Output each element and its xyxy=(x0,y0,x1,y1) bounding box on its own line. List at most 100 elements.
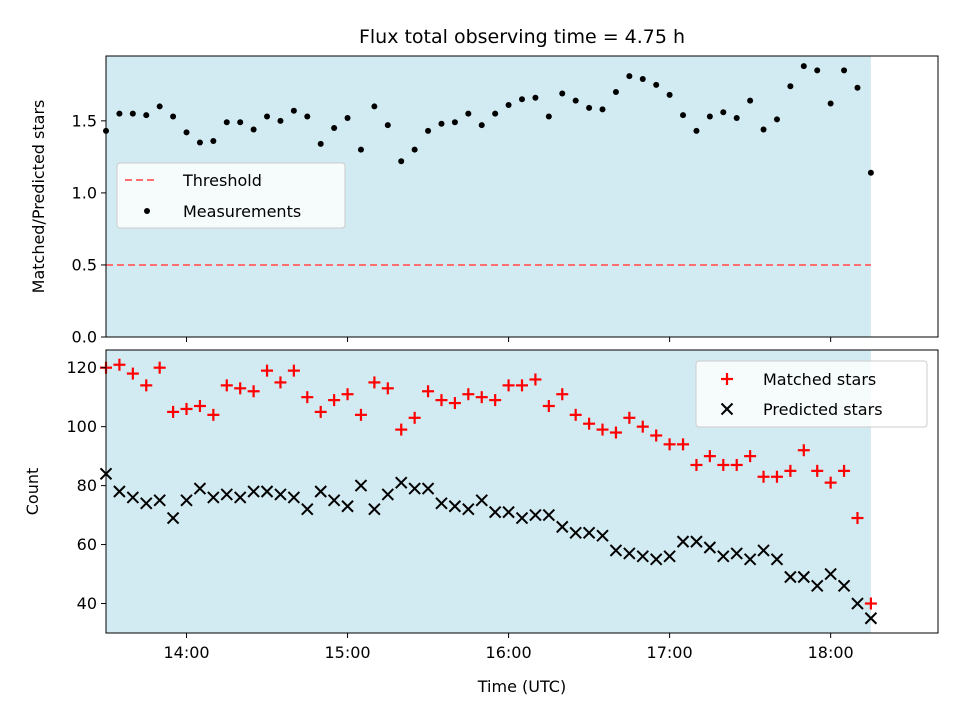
matched-stars-point xyxy=(650,429,663,442)
predicted-stars-point xyxy=(864,612,878,625)
matched-stars-point xyxy=(368,376,381,389)
predicted-stars-point xyxy=(113,485,126,498)
y-tick-label: 100 xyxy=(66,417,97,436)
predicted-stars-point xyxy=(636,550,649,563)
predicted-stars-point xyxy=(448,500,462,513)
measurement-point xyxy=(492,110,499,117)
x-stroke xyxy=(287,491,301,504)
top-panel-marks xyxy=(103,63,874,266)
matched-stars-point xyxy=(489,394,502,407)
x-stroke xyxy=(837,579,851,593)
matched-stars-point xyxy=(824,476,837,489)
bottom-panel-marks xyxy=(99,358,878,625)
matched-stars-point xyxy=(354,408,367,421)
legend-box xyxy=(695,360,928,428)
measurement-point xyxy=(478,122,485,129)
x-stroke xyxy=(690,535,703,548)
predicted-stars-point xyxy=(166,511,180,525)
matched-stars-point xyxy=(113,358,126,371)
measurement-point xyxy=(156,103,163,110)
measurement-point xyxy=(827,100,834,107)
measurement-point xyxy=(170,113,177,120)
matched-stars-point xyxy=(422,385,435,398)
measurement-point xyxy=(196,139,203,146)
measurement-point xyxy=(411,146,418,153)
x-tick-label: 15:00 xyxy=(324,643,370,662)
x-stroke xyxy=(126,491,140,504)
predicted-stars-point xyxy=(703,541,717,554)
matched-stars-point xyxy=(744,450,757,463)
x-tick-label: 18:00 xyxy=(808,643,854,662)
measurement-point xyxy=(505,101,512,108)
x-stroke xyxy=(811,579,824,593)
legend-threshold-label: Threshold xyxy=(182,171,262,190)
matched-stars-point xyxy=(529,373,542,386)
x-stroke xyxy=(717,550,730,563)
x-stroke xyxy=(757,544,770,557)
measurement-point xyxy=(706,113,713,120)
x-stroke xyxy=(596,529,609,542)
x-stroke xyxy=(113,485,126,498)
bottom-panel-frame xyxy=(105,349,939,634)
x-tick-label: 16:00 xyxy=(486,643,532,662)
predicted-stars-point xyxy=(395,476,408,489)
x-stroke xyxy=(730,547,743,560)
top-panel-y-axis-label: Matched/Predicted stars xyxy=(29,100,48,294)
matched-stars-point xyxy=(328,394,341,407)
measurement-point xyxy=(290,107,297,114)
predicted-stars-point xyxy=(730,547,743,560)
legend-measurements-label: Measurements xyxy=(183,202,301,221)
matched-stars-point xyxy=(623,411,636,424)
x-stroke xyxy=(327,494,341,507)
predicted-stars-point xyxy=(609,544,623,557)
matched-stars-point xyxy=(381,382,394,395)
x-tick-label: 14:00 xyxy=(163,643,209,662)
measurement-point xyxy=(384,122,391,129)
x-stroke xyxy=(260,485,274,498)
predicted-stars-point xyxy=(462,502,475,516)
predicted-stars-point xyxy=(180,494,193,507)
measurement-point xyxy=(223,119,230,126)
predicted-stars-point xyxy=(301,502,314,516)
measurement-point xyxy=(264,113,271,120)
matched-stars-point xyxy=(140,379,153,392)
x-stroke xyxy=(636,550,649,563)
legend-measurements-swatch xyxy=(144,208,150,214)
predicted-stars-point xyxy=(408,482,421,495)
matched-stars-point xyxy=(301,391,314,404)
matched-stars-point xyxy=(462,388,475,401)
predicted-stars-point xyxy=(676,535,690,548)
measurement-point xyxy=(854,84,861,91)
matched-stars-point xyxy=(609,426,622,439)
measurement-point xyxy=(371,103,378,110)
y-tick-label: 1.5 xyxy=(72,111,97,130)
x-stroke xyxy=(851,597,864,610)
x-stroke xyxy=(421,482,435,495)
predicted-stars-point xyxy=(381,488,395,501)
measurement-point xyxy=(129,110,136,117)
predicted-stars-point xyxy=(770,553,784,566)
x-stroke xyxy=(341,500,354,513)
x-stroke xyxy=(743,553,757,566)
predicted-stars-point xyxy=(784,570,797,584)
matched-stars-point xyxy=(583,417,596,430)
measurement-point xyxy=(666,91,673,98)
predicted-stars-point xyxy=(529,508,542,522)
x-stroke xyxy=(408,482,421,495)
matched-stars-point xyxy=(341,388,354,401)
measurement-point xyxy=(344,114,351,121)
x-tick-label: 17:00 xyxy=(647,643,693,662)
matched-stars-point xyxy=(757,470,770,483)
measurement-point xyxy=(720,109,727,116)
legend-matched-label: Matched stars xyxy=(763,370,876,389)
predicted-stars-point xyxy=(851,597,864,610)
predicted-stars-point xyxy=(140,497,153,510)
x-stroke xyxy=(435,497,448,510)
measurement-point xyxy=(800,63,807,70)
predicted-stars-point xyxy=(569,526,582,539)
x-stroke xyxy=(233,491,247,504)
bottom-panel-y-ticks: 40 60 80 100 120 xyxy=(66,358,106,613)
predicted-stars-point xyxy=(421,482,435,495)
measurement-point xyxy=(277,117,284,124)
measurement-point xyxy=(680,112,687,119)
